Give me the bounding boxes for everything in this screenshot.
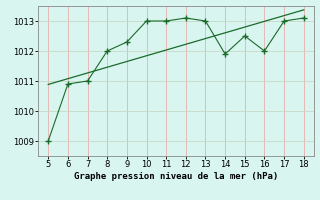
X-axis label: Graphe pression niveau de la mer (hPa): Graphe pression niveau de la mer (hPa) [74,172,278,181]
